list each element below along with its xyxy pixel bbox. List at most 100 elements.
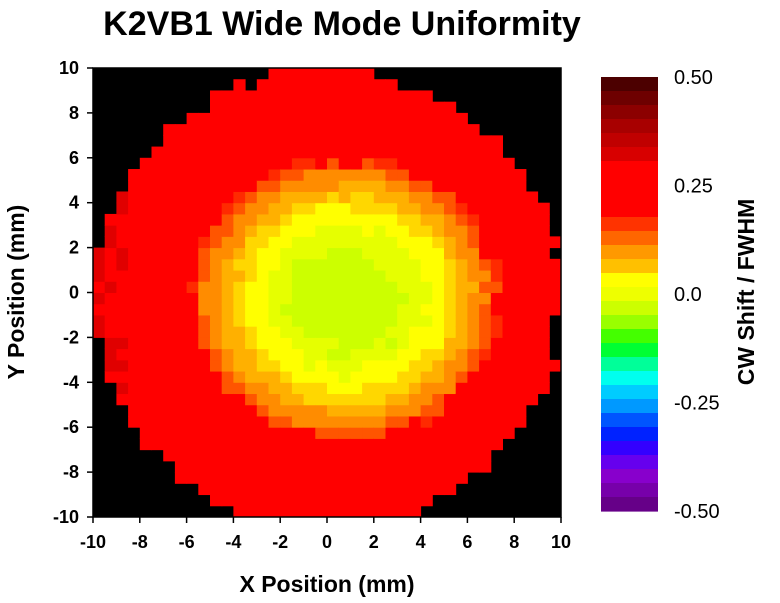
heatmap-cell: [362, 483, 375, 496]
heatmap-cell: [502, 157, 515, 170]
heatmap-cell: [104, 213, 117, 226]
heatmap-cell: [268, 146, 281, 159]
heatmap-cell: [245, 124, 258, 136]
heatmap-cell: [93, 258, 106, 271]
heatmap-cell: [128, 169, 141, 181]
heatmap-cell: [479, 225, 492, 237]
heatmap-cell: [479, 281, 492, 293]
heatmap-cell: [327, 483, 340, 496]
heatmap-cell: [350, 415, 363, 428]
heatmap-cell: [362, 258, 375, 271]
heatmap-cell: [245, 135, 258, 148]
heatmap-cell: [210, 483, 223, 496]
heatmap-cell: [432, 281, 445, 293]
heatmap-cell: [373, 505, 386, 518]
heatmap-cell: [280, 124, 293, 136]
heatmap-cell: [210, 337, 223, 350]
heatmap-cell: [233, 157, 246, 170]
heatmap-cell: [525, 247, 539, 260]
heatmap-cell: [245, 505, 258, 518]
heatmap-cell: [256, 382, 269, 395]
heatmap-cell: [385, 494, 398, 507]
heatmap-cell: [303, 124, 316, 136]
colorbar-segment: [601, 245, 658, 260]
colorbar-segment: [601, 273, 658, 288]
heatmap-cell: [315, 191, 328, 204]
heatmap-cell: [350, 90, 363, 103]
heatmap-cell: [139, 371, 152, 383]
heatmap-cell: [350, 135, 363, 148]
heatmap-cell: [280, 371, 293, 383]
heatmap-cell: [420, 472, 433, 484]
heatmap-cell: [291, 382, 305, 395]
heatmap-cell: [338, 247, 351, 260]
heatmap-cell: [455, 348, 468, 361]
colorbar-segment: [601, 413, 658, 428]
heatmap-cell: [315, 359, 328, 372]
heatmap-cell: [163, 135, 176, 148]
x-tick-label: -6: [179, 532, 195, 552]
heatmap-cell: [245, 101, 258, 114]
heatmap-cell: [479, 202, 492, 215]
heatmap-cell: [280, 303, 293, 316]
heatmap-cell: [432, 303, 445, 316]
heatmap-cell: [233, 404, 246, 417]
heatmap-cell: [420, 314, 433, 327]
heatmap-cell: [315, 236, 328, 249]
heatmap-cell: [537, 236, 550, 249]
heatmap-cell: [350, 202, 363, 215]
heatmap-cell: [174, 157, 188, 170]
heatmap-cell: [210, 124, 223, 136]
heatmap-cell: [198, 213, 211, 226]
heatmap-cell: [385, 270, 398, 282]
heatmap-cell: [350, 191, 363, 204]
heatmap-cell: [139, 202, 152, 215]
heatmap-cell: [525, 303, 539, 316]
heatmap-cell: [373, 270, 386, 282]
heatmap-cell: [291, 292, 305, 305]
heatmap-cell: [385, 393, 398, 406]
heatmap-cell: [537, 359, 550, 372]
heatmap-cell: [280, 112, 293, 125]
heatmap-cell: [385, 258, 398, 271]
heatmap-cell: [537, 202, 550, 215]
heatmap-cell: [210, 326, 223, 338]
heatmap-cell: [291, 90, 305, 103]
heatmap-cell: [420, 270, 433, 282]
heatmap-cell: [455, 427, 468, 439]
heatmap-cell: [256, 415, 269, 428]
heatmap-cell: [315, 101, 328, 114]
heatmap-cell: [221, 90, 234, 103]
heatmap-cell: [198, 180, 211, 192]
heatmap-cell: [502, 169, 515, 181]
heatmap-cell: [139, 404, 152, 417]
heatmap-cell: [174, 460, 188, 473]
heatmap-cell: [350, 427, 363, 439]
heatmap-cell: [315, 303, 328, 316]
heatmap-cell: [350, 270, 363, 282]
heatmap-cell: [163, 415, 176, 428]
heatmap-cell: [221, 169, 234, 181]
heatmap-cell: [116, 326, 129, 338]
heatmap-cell: [432, 449, 445, 462]
heatmap-cell: [291, 101, 305, 114]
heatmap-cell: [128, 303, 141, 316]
heatmap-cell: [186, 180, 199, 192]
heatmap-cell: [221, 270, 234, 282]
colorbar-segment: [601, 259, 658, 274]
heatmap-cell: [397, 348, 410, 361]
heatmap-cell: [198, 449, 211, 462]
heatmap-cell: [268, 494, 281, 507]
colorbar-tick-label: 0.25: [674, 176, 713, 198]
heatmap-cell: [315, 449, 328, 462]
heatmap-cell: [210, 404, 223, 417]
heatmap-cell: [256, 180, 269, 192]
heatmap-cell: [280, 68, 293, 80]
heatmap-cell: [163, 438, 176, 451]
heatmap-cell: [303, 438, 316, 451]
heatmap-cell: [256, 292, 269, 305]
heatmap-cell: [549, 258, 562, 271]
heatmap-cell: [455, 191, 468, 204]
heatmap-cell: [385, 236, 398, 249]
heatmap-cell: [467, 438, 480, 451]
